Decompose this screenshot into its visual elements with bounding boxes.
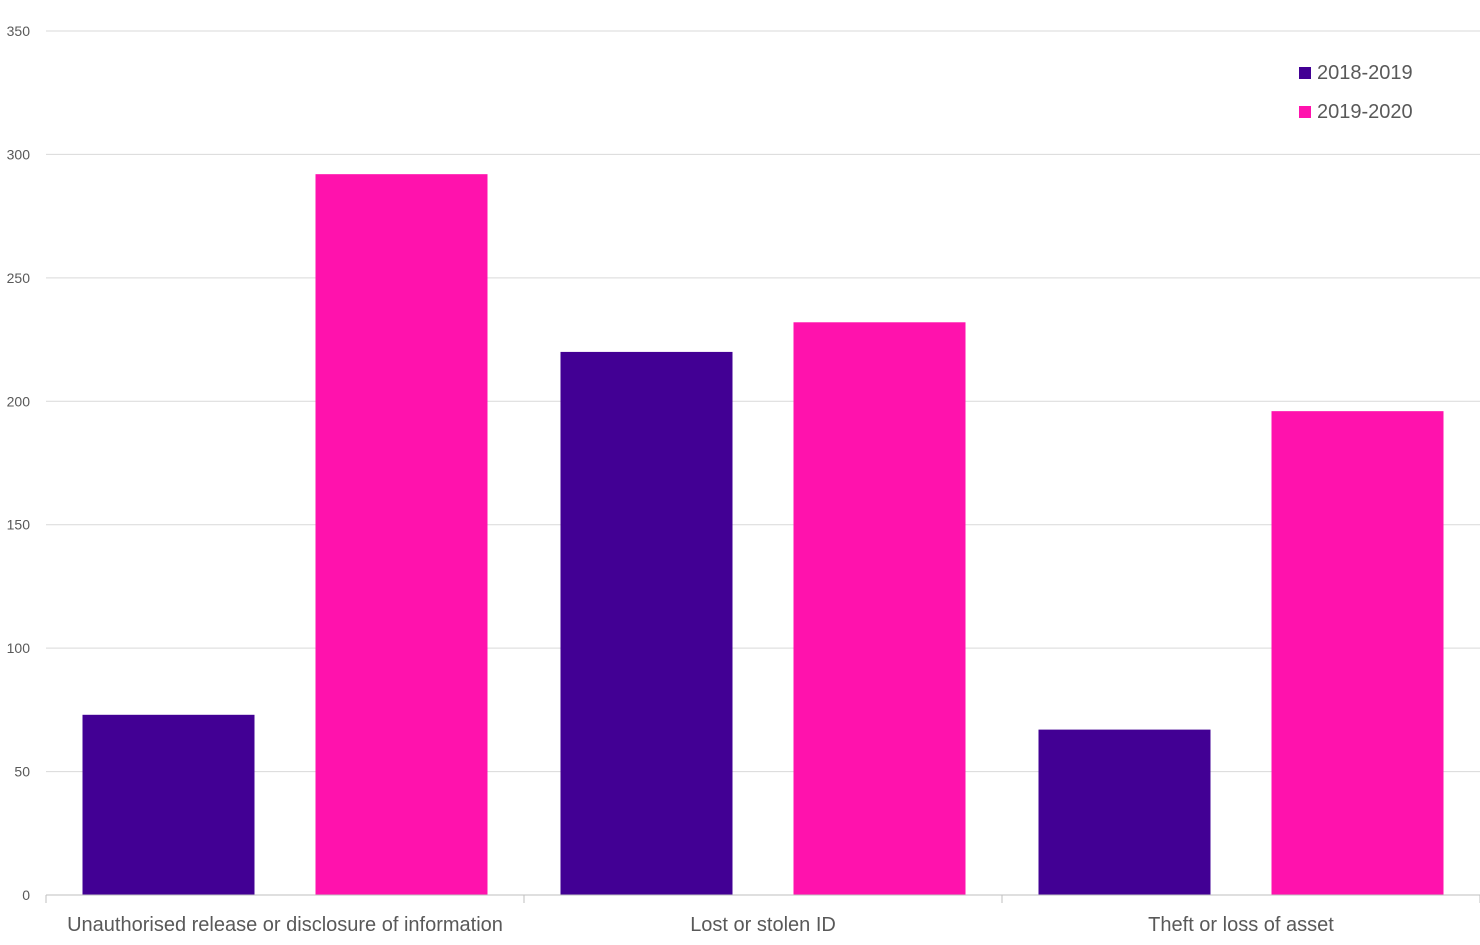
y-tick-label: 100 bbox=[7, 640, 31, 656]
y-tick-label: 0 bbox=[22, 887, 30, 903]
y-tick-label: 350 bbox=[7, 23, 31, 39]
x-axis-labels: Unauthorised release or disclosure of in… bbox=[67, 914, 1334, 936]
bar-2019-2020-3 bbox=[1271, 411, 1444, 895]
bar-2019-2020-1 bbox=[315, 174, 488, 896]
x-category-label: Lost or stolen ID bbox=[690, 914, 836, 936]
y-tick-label: 250 bbox=[7, 270, 31, 286]
x-category-label: Theft or loss of asset bbox=[1148, 914, 1334, 936]
y-tick-label: 200 bbox=[7, 393, 31, 409]
bar-2019-2020-2 bbox=[793, 322, 966, 895]
legend-swatch bbox=[1299, 67, 1311, 79]
legend-label: 2018-2019 bbox=[1317, 62, 1413, 84]
y-tick-label: 50 bbox=[14, 764, 30, 780]
y-axis-ticks: 0 50 100 150 200 250 300 350 bbox=[7, 23, 31, 903]
x-category-label: Unauthorised release or disclosure of in… bbox=[67, 914, 503, 936]
y-tick-label: 300 bbox=[7, 146, 31, 162]
bars bbox=[82, 174, 1444, 896]
x-axis bbox=[45, 894, 1480, 903]
legend-label: 2019-2020 bbox=[1317, 101, 1413, 123]
bar-2018-2019-1 bbox=[82, 714, 255, 895]
legend: 2018-2019 2019-2020 bbox=[1299, 62, 1413, 123]
bar-2018-2019-2 bbox=[560, 351, 733, 895]
legend-swatch bbox=[1299, 106, 1311, 118]
bar-2018-2019-3 bbox=[1038, 729, 1211, 895]
gridlines bbox=[46, 30, 1480, 773]
y-tick-label: 150 bbox=[7, 517, 31, 533]
